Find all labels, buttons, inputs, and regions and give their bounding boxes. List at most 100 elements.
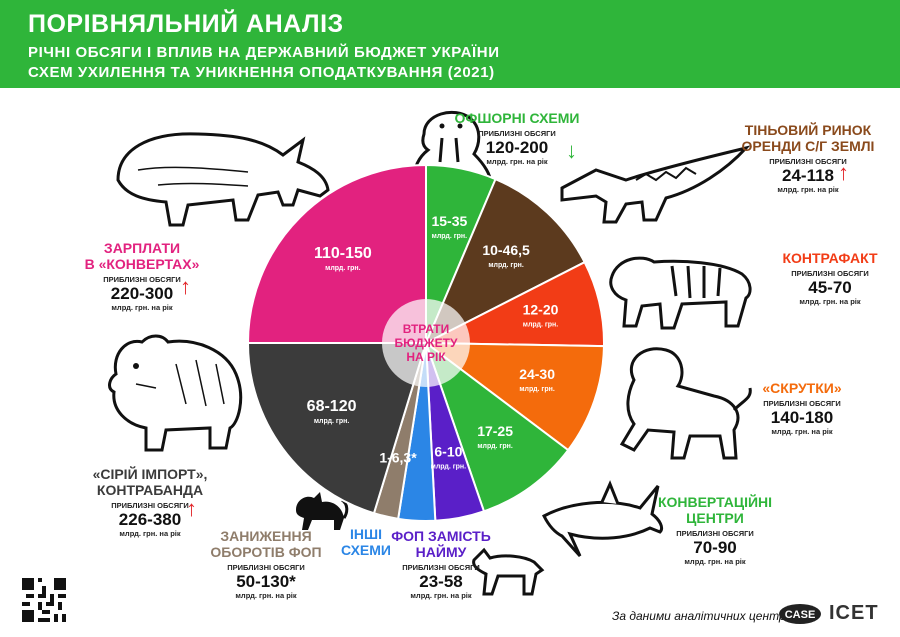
- pie-slice-6: [397, 342, 437, 523]
- arrow-down-icon: ↓: [566, 138, 577, 163]
- arrow-up-icon: ↑: [838, 160, 849, 185]
- arrow-up-icon: ↑: [186, 496, 197, 521]
- callout-skrutky-unit: млрд. грн. на рік: [771, 427, 833, 436]
- page-title: ПОРІВНЯЛЬНИЙ АНАЛІЗ: [28, 10, 344, 38]
- callout-envelope: ЗАРПЛАТИ В «КОНВЕРТАХ» ПРИБЛИЗНІ ОБСЯГИ …: [72, 240, 212, 312]
- pie-slice-unit-1: млрд. грн.: [488, 262, 523, 269]
- callout-counterfeit-range: 45-70: [808, 278, 852, 297]
- pie-slice-label-5: 6-10: [434, 443, 462, 459]
- callout-fop-unit: млрд. грн. на рік: [410, 591, 472, 600]
- subtitle-line-2: СХЕМ УХИЛЕННЯ ТА УНИКНЕННЯ ОПОДАТКУВАННЯ…: [28, 64, 495, 81]
- callout-import-name-1: «СІРІЙ ІМПОРТ»,: [92, 466, 208, 482]
- callout-underreport-unit: млрд. грн. на рік: [235, 591, 297, 600]
- callout-skrutky: «СКРУТКИ» ПРИБЛИЗНІ ОБСЯГИ 140-180 млрд.…: [742, 380, 862, 436]
- rhino-icon: [116, 132, 330, 227]
- pie-slice-unit-0: млрд. грн.: [432, 233, 467, 240]
- callout-fop-name-1: ФОП ЗАМІСТЬ: [391, 528, 491, 544]
- callout-envelope-caption: ПРИБЛИЗНІ ОБСЯГИ: [103, 275, 181, 284]
- pie-slice-label-1: 10-46,5: [482, 242, 530, 258]
- pie-slice-label-8: 68-120: [307, 398, 357, 415]
- callout-conversion-name-2: ЦЕНТРИ: [686, 510, 744, 526]
- callout-skrutky-caption: ПРИБЛИЗНІ ОБСЯГИ: [763, 399, 841, 408]
- wolf-icon: [472, 547, 545, 596]
- callout-fop-range: 23-58: [419, 572, 463, 591]
- callout-offshore-unit: млрд. грн. на рік: [486, 157, 548, 166]
- pie-slice-label-3: 24-30: [519, 366, 555, 382]
- callout-offshore: ОФШОРНІ СХЕМИ ПРИБЛИЗНІ ОБСЯГИ 120-200 м…: [452, 110, 582, 166]
- callout-underreport-name-1: ЗАНИЖЕННЯ: [220, 528, 312, 544]
- callout-underreport-range-wrap: 50-130*: [204, 572, 328, 591]
- subtitle-line-1: РІЧНІ ОБСЯГИ І ВПЛИВ НА ДЕРЖАВНИЙ БЮДЖЕТ…: [28, 44, 500, 61]
- callout-offshore-range: 120-200: [485, 138, 549, 157]
- callout-offshore-caption: ПРИБЛИЗНІ ОБСЯГИ: [478, 129, 556, 138]
- callout-underreport-asterisk: *: [289, 572, 296, 591]
- crocodile-icon: [560, 145, 751, 224]
- lion-icon: [619, 347, 752, 460]
- callout-counterfeit-name: КОНТРАФАКТ: [782, 250, 878, 266]
- source-note: За даними аналітичних центрів: [612, 609, 795, 623]
- pie-slice-7: [372, 342, 427, 520]
- callout-land-unit: млрд. грн. на рік: [777, 185, 839, 194]
- callout-land-name-2: ОРЕНДИ С/Г ЗЕМЛІ: [741, 138, 875, 154]
- pie-slice-label-0: 15-35: [431, 213, 467, 229]
- callout-conversion-range: 70-90: [693, 538, 737, 557]
- callout-underreport-name-2: ОБОРОТІВ ФОП: [210, 544, 322, 560]
- arrow-up-icon: ↑: [180, 274, 191, 299]
- pie-slice-5: [425, 342, 486, 522]
- callout-import-range: 226-380: [118, 510, 182, 529]
- case-logo: CASE: [779, 604, 821, 624]
- callout-underreport-caption: ПРИБЛИЗНІ ОБСЯГИ: [227, 563, 305, 572]
- callout-land-name-1: ТІНЬОВИЙ РИНОК: [744, 122, 872, 138]
- qr-code-icon: [22, 578, 66, 622]
- bear-icon: [108, 334, 243, 452]
- center-circle: [382, 299, 470, 387]
- center-label-2: БЮДЖЕТУ: [395, 336, 458, 350]
- callout-other: ІНШІ СХЕМИ: [336, 526, 396, 558]
- pie-slice-unit-9: млрд. грн.: [325, 265, 360, 272]
- callout-counterfeit-unit: млрд. грн. на рік: [799, 297, 861, 306]
- callout-envelope-range: 220-300: [110, 284, 174, 303]
- pie-slice-3: [422, 341, 605, 452]
- callout-offshore-name: ОФШОРНІ СХЕМИ: [454, 110, 580, 126]
- tiger-icon: [609, 256, 752, 330]
- callout-counterfeit: КОНТРАФАКТ ПРИБЛИЗНІ ОБСЯГИ 45-70 млрд. …: [770, 250, 890, 306]
- callout-other-name-2: СХЕМИ: [341, 542, 391, 558]
- callout-conversion: КОНВЕРТАЦІЙНІ ЦЕНТРИ ПРИБЛИЗНІ ОБСЯГИ 70…: [652, 494, 778, 566]
- callout-other-name-1: ІНШІ: [350, 526, 382, 542]
- callout-skrutky-range: 140-180: [770, 408, 834, 427]
- pie-slice-2: [425, 260, 605, 348]
- callout-import-name-2: КОНТРАБАНДА: [96, 482, 204, 498]
- icet-logo: ICET: [829, 602, 879, 624]
- callout-land-caption: ПРИБЛИЗНІ ОБСЯГИ: [769, 157, 847, 166]
- center-label-1: ВТРАТИ: [403, 322, 450, 336]
- pie-slice-unit-3: млрд. грн.: [519, 386, 554, 393]
- callout-envelope-unit: млрд. грн. на рік: [111, 303, 173, 312]
- callout-skrutky-name: «СКРУТКИ»: [762, 380, 842, 396]
- pie-slice-label-9: 110-150: [314, 245, 372, 262]
- callout-land: ТІНЬОВИЙ РИНОК ОРЕНДИ С/Г ЗЕМЛІ ПРИБЛИЗН…: [738, 122, 878, 194]
- case-logo-text: CASE: [785, 609, 816, 621]
- callout-conversion-name-1: КОНВЕРТАЦІЙНІ: [657, 494, 773, 510]
- callout-conversion-caption: ПРИБЛИЗНІ ОБСЯГИ: [676, 529, 754, 538]
- header-banner: ПОРІВНЯЛЬНИЙ АНАЛІЗ РІЧНІ ОБСЯГИ І ВПЛИВ…: [0, 0, 900, 88]
- callout-underreport-range: 50-130: [236, 572, 290, 591]
- callout-import-caption: ПРИБЛИЗНІ ОБСЯГИ: [111, 501, 189, 510]
- callout-conversion-unit: млрд. грн. на рік: [684, 557, 746, 566]
- pie-slice-label-4: 17-25: [477, 423, 513, 439]
- pie-slice-label-2: 12-20: [523, 302, 559, 318]
- callout-fop-name-2: НАЙМУ: [415, 544, 467, 560]
- pie-slice-unit-5: млрд. грн.: [431, 463, 466, 470]
- callout-fop-caption: ПРИБЛИЗНІ ОБСЯГИ: [402, 563, 480, 572]
- pie-slice-unit-4: млрд. грн.: [477, 443, 512, 450]
- callout-import-unit: млрд. грн. на рік: [119, 529, 181, 538]
- callout-envelope-name-1: ЗАРПЛАТИ: [103, 240, 181, 256]
- callout-fop: ФОП ЗАМІСТЬ НАЙМУ ПРИБЛИЗНІ ОБСЯГИ 23-58…: [386, 528, 496, 600]
- callout-underreport: ЗАНИЖЕННЯ ОБОРОТІВ ФОП ПРИБЛИЗНІ ОБСЯГИ …: [204, 528, 328, 600]
- center-label-3: НА РІК: [406, 350, 446, 364]
- callout-import: «СІРІЙ ІМПОРТ», КОНТРАБАНДА ПРИБЛИЗНІ ОБ…: [80, 466, 220, 538]
- shark-icon: [542, 480, 664, 558]
- pie-slice-label-7: 1-6,3*: [379, 449, 417, 465]
- pie-slice-unit-2: млрд. грн.: [523, 322, 558, 329]
- callout-envelope-name-2: В «КОНВЕРТАХ»: [84, 256, 200, 272]
- callout-land-range: 24-118: [782, 166, 834, 185]
